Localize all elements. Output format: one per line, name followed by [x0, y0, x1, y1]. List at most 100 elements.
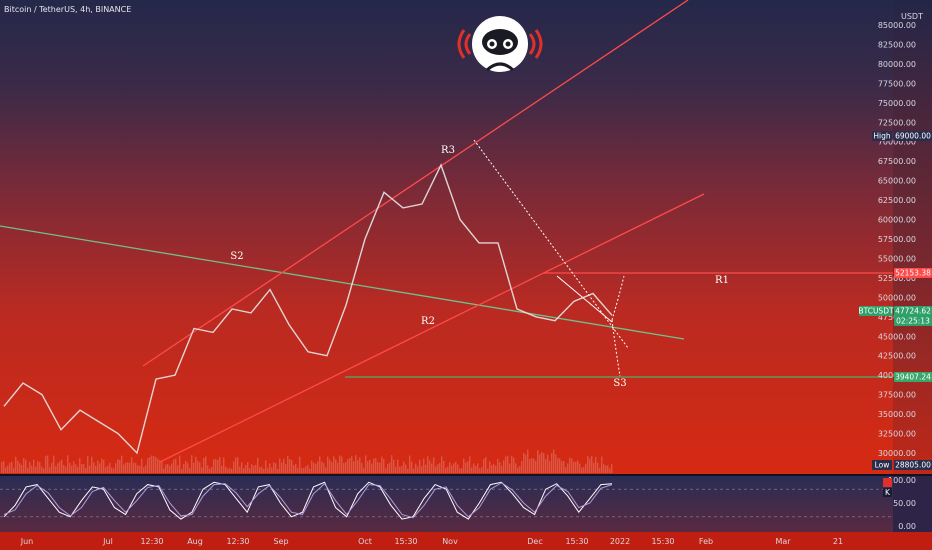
volume-bar — [5, 467, 7, 473]
volume-bar — [83, 464, 85, 473]
volume-bar — [197, 460, 199, 473]
volume-bar — [61, 459, 63, 473]
volume-bar — [325, 467, 327, 473]
volume-bar — [581, 467, 583, 473]
annotation-label-r2: R2 — [421, 316, 435, 327]
price-line — [3, 163, 613, 455]
volume-bar — [571, 458, 573, 473]
volume-bar — [227, 468, 229, 473]
osc-tick-label: 0.00 — [898, 522, 916, 531]
volume-bar — [339, 455, 341, 473]
volume-bar — [269, 463, 271, 473]
volume-bar — [215, 459, 217, 473]
y-tick-label: 75000.00 — [878, 99, 916, 108]
oscillator: 100.00 50.00 0.00 K — [0, 476, 916, 531]
volume-bar — [69, 462, 71, 473]
volume-bar — [67, 455, 69, 473]
volume-bar — [289, 458, 291, 473]
volume-bar — [261, 466, 263, 473]
volume-bar — [117, 459, 119, 473]
volume-bar — [409, 455, 411, 473]
volume-bar — [503, 460, 505, 473]
volume-bar — [199, 462, 201, 473]
volume-bar — [393, 459, 395, 473]
volume-bar — [441, 456, 443, 473]
volume-bar — [525, 454, 527, 473]
volume-bar — [579, 463, 581, 473]
volume-bar — [519, 466, 521, 473]
x-tick-label: Aug — [187, 537, 203, 546]
price-axis-background — [893, 0, 932, 474]
volume-bar — [283, 458, 285, 473]
volume-bar — [399, 466, 401, 473]
volume-bar — [13, 467, 15, 473]
volume-bar — [19, 463, 21, 473]
x-tick-label: 12:30 — [226, 537, 249, 546]
chart-title: Bitcoin / TetherUS, 4h, BINANCE — [4, 5, 131, 14]
volume-bar — [241, 462, 243, 473]
volume-bar — [99, 463, 101, 473]
volume-bar — [527, 449, 529, 473]
low-label: Low — [875, 461, 890, 470]
volume-bar — [323, 463, 325, 473]
volume-bar — [547, 454, 549, 473]
volume-bar — [555, 454, 557, 473]
volume-bar — [123, 464, 125, 473]
volume-bar — [549, 461, 551, 473]
x-tick-label: Jun — [20, 537, 34, 546]
volume-bar — [7, 465, 9, 473]
volume-bar — [165, 464, 167, 473]
volume-bar — [453, 463, 455, 473]
volume-bar — [499, 462, 501, 473]
volume-bar — [523, 452, 525, 473]
last-price-tag: 47724.62 — [895, 307, 931, 316]
volume-bar — [381, 456, 383, 473]
volume-bar — [179, 455, 181, 473]
volume-bar — [395, 466, 397, 473]
oscillator-axis-background — [893, 476, 932, 532]
volume-bar — [365, 455, 367, 473]
volume-bar — [237, 457, 239, 473]
volume-bar — [559, 458, 561, 473]
volume-bar — [43, 468, 45, 473]
volume-bar — [177, 465, 179, 473]
volume-bar — [341, 456, 343, 473]
volume-bar — [419, 459, 421, 473]
osc-tick-label: 100.00 — [888, 476, 916, 485]
volume-bar — [565, 467, 567, 473]
volume-bar — [149, 456, 151, 473]
countdown-tag-box — [894, 316, 932, 326]
volume-bar — [531, 458, 533, 473]
volume-bar — [1, 462, 3, 473]
volume-bar — [143, 467, 145, 473]
volume-bar — [593, 462, 595, 473]
volume-bar — [251, 464, 253, 473]
volume-bar — [457, 464, 459, 473]
osc-line-d — [3, 482, 613, 519]
x-tick-label: 15:30 — [565, 537, 588, 546]
volume-bar — [273, 462, 275, 473]
volume-bar — [33, 459, 35, 473]
volume-bar — [41, 466, 43, 473]
volume-bar — [297, 467, 299, 473]
volume-bar — [31, 465, 33, 473]
volume-bar — [219, 456, 221, 473]
volume-bar — [205, 456, 207, 473]
y-tick-label: 52500.00 — [878, 274, 916, 283]
annotations: R1 R2 R3 S2 S3 — [230, 145, 729, 389]
price-tags: High 69000.00 52153.38 BTCUSDT 47724.6202:25… — [858, 131, 932, 470]
y-tick-label: 67500.00 — [878, 157, 916, 166]
volume-bar — [265, 460, 267, 473]
volume-bar — [267, 467, 269, 473]
volume-bar — [35, 466, 37, 473]
volume-bar — [169, 465, 171, 473]
volume-bar — [201, 467, 203, 473]
s3-price-tag: 39407.24 — [895, 373, 931, 382]
volume-bar — [189, 467, 191, 473]
volume-bar — [29, 462, 31, 473]
volume-bar — [147, 458, 149, 473]
x-tick-label: Jul — [102, 537, 113, 546]
volume-bar — [281, 462, 283, 473]
price-axis-ticks: 85000.00 82500.00 80000.00 77500.00 75000.00… — [878, 21, 916, 458]
volume-bar — [465, 462, 467, 473]
